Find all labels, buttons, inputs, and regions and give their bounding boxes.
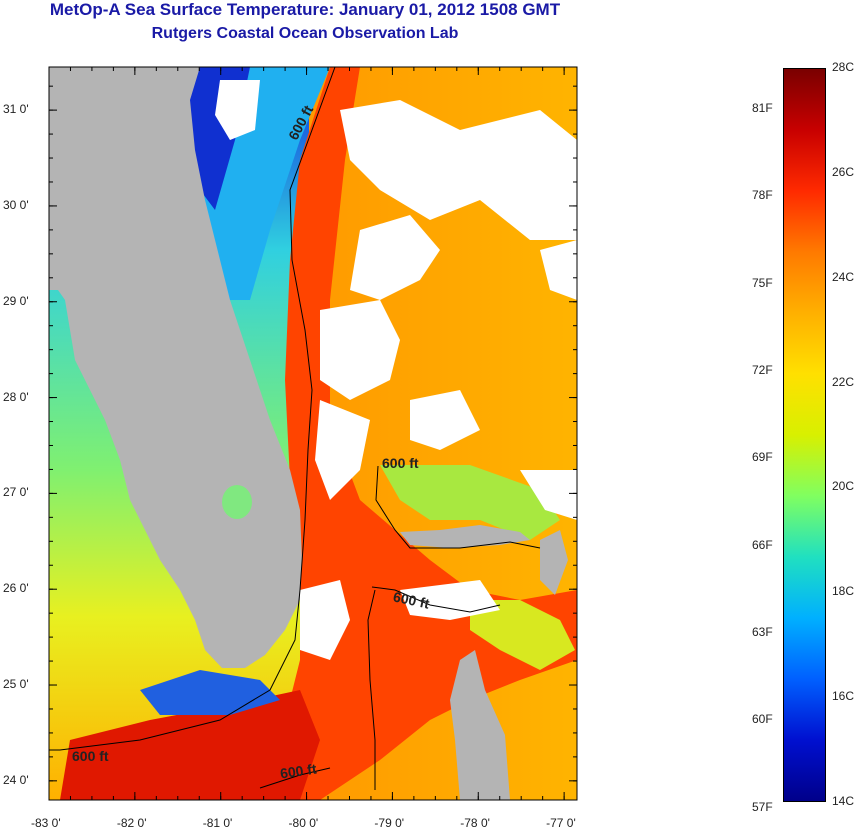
colorbar-celsius-label: 14C <box>832 794 855 808</box>
isobath-600ft-keys <box>259 767 331 789</box>
temperature-colorbar <box>783 68 826 802</box>
andros-island <box>450 650 510 800</box>
isobath-600ft-south <box>367 586 501 790</box>
y-tick-label: 28 0' <box>3 389 29 404</box>
axis-ticks <box>48 67 577 800</box>
y-tick-label: 29 0' <box>3 293 29 308</box>
x-tick-label: -82 0' <box>116 816 147 830</box>
x-tick-label: -80 0' <box>288 816 319 830</box>
straits-warm-water <box>60 690 320 800</box>
florida-bay-cool <box>140 670 280 715</box>
y-tick-label: 25 0' <box>3 677 29 692</box>
x-tick-label: -79 0' <box>374 816 405 830</box>
colorbar-celsius-label: 18C <box>832 584 855 599</box>
lake-okeechobee <box>222 485 252 519</box>
abaco-island <box>540 530 568 595</box>
page-subtitle: Rutgers Coastal Ocean Observation Lab <box>151 25 459 42</box>
colorbar-fahrenheit-label: 60F <box>752 712 773 727</box>
y-tick-label: 27 0' <box>3 485 29 500</box>
colorbar-fahrenheit-label: 78F <box>752 188 773 203</box>
page-title: MetOp-A Sea Surface Temperature: January… <box>49 0 561 19</box>
colorbar-fahrenheit-label: 57F <box>752 799 773 814</box>
x-tick-label: -77 0' <box>546 816 576 830</box>
colorbar-fahrenheit-label: 66F <box>752 537 773 552</box>
great-bahama-bank <box>470 600 575 670</box>
colorbar-fahrenheit-label: 63F <box>752 625 773 640</box>
colorbar-celsius-label: 16C <box>832 689 855 704</box>
colorbar-celsius-label: 28C <box>832 60 855 74</box>
contour-label: 600 ft <box>72 748 109 764</box>
colorbar-celsius-label: 26C <box>832 164 855 179</box>
grand-bahama-island <box>400 525 530 548</box>
y-tick-label: 31 0' <box>3 102 29 117</box>
isobath-600ft <box>49 67 336 751</box>
contour-label: 600 ft <box>382 455 419 471</box>
y-tick-label: 24 0' <box>3 772 29 787</box>
y-tick-label: 26 0' <box>3 581 29 596</box>
colorbar-celsius-label: 24C <box>832 269 855 284</box>
colorbar-fahrenheit-label: 72F <box>752 362 773 377</box>
y-tick-label: 30 0' <box>3 197 29 212</box>
little-bahama-bank <box>380 465 560 540</box>
x-tick-label: -81 0' <box>202 816 233 830</box>
cloud-cover <box>215 80 577 660</box>
colorbar-fahrenheit-label: 69F <box>752 450 773 465</box>
colorbar-fahrenheit-label: 75F <box>752 275 773 290</box>
x-tick-label: -78 0' <box>460 816 490 830</box>
isobath-600ft-bahamas <box>375 465 541 549</box>
colorbar-celsius-label: 20C <box>832 479 855 494</box>
map-frame <box>48 66 578 801</box>
colorbar-celsius-label: 22C <box>832 374 855 389</box>
x-tick-label: -83 0' <box>31 816 61 830</box>
colorbar-fahrenheit-label: 81F <box>752 100 773 115</box>
